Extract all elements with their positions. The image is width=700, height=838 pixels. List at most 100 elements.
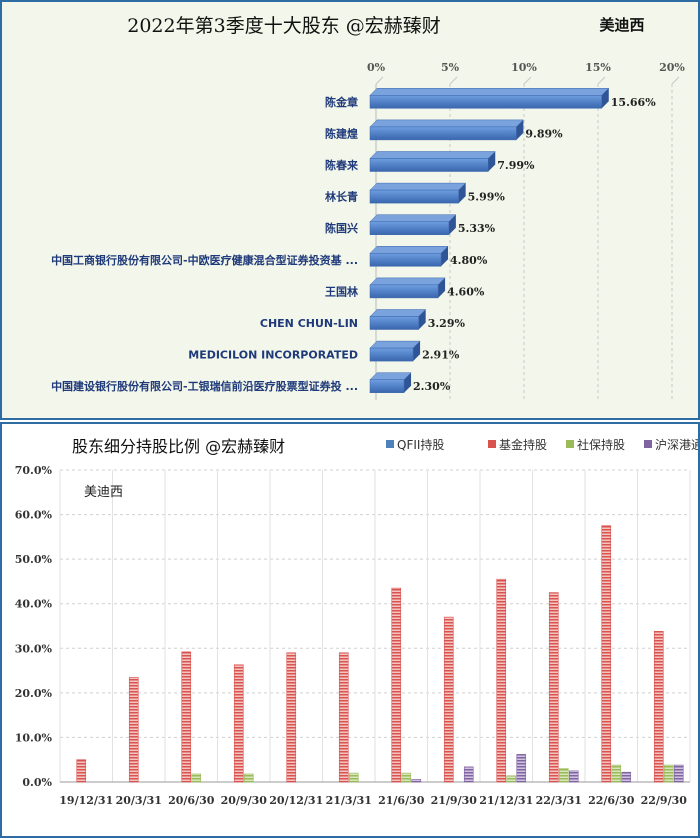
bottom-chart-panel: 股东细分持股比例 @宏赫臻财 QFII持股 基金持股 社保持股 沪深港通 0.0% 10…	[0, 422, 700, 838]
bottom-y-tick-label: 70.0%	[15, 464, 53, 477]
bottom-chart-title: 股东细分持股比例 @宏赫臻财	[72, 437, 285, 456]
bottom-bar-fund	[76, 759, 87, 783]
top-chart-corner-label: 美迪西	[599, 16, 644, 34]
top-gridline-top	[671, 76, 680, 85]
bottom-bar-fund	[181, 651, 192, 783]
top-bar-face-side	[516, 119, 524, 140]
top-bar-face-top	[369, 309, 427, 317]
legend-label-fund: 基金持股	[499, 437, 547, 452]
top-bar-face-top	[369, 119, 524, 128]
bottom-bar-social	[191, 773, 202, 783]
bottom-x-tick-label: 19/12/31	[59, 794, 113, 807]
bottom-x-tick-label: 20/12/31	[269, 794, 323, 807]
bottom-y-tick-label: 50.0%	[15, 553, 53, 566]
top-bar	[369, 284, 439, 299]
top-bar-face-top	[369, 246, 449, 254]
top-bar-category-label: 陈国兴	[325, 221, 358, 235]
bottom-x-tick-label: 21/9/30	[431, 794, 478, 807]
bottom-bar-fund	[128, 676, 139, 783]
bottom-bar-hk	[516, 754, 527, 783]
bottom-bar-hk	[621, 771, 632, 783]
legend-label-QFII: QFII持股	[397, 437, 444, 452]
top-bar-face-side	[601, 88, 609, 109]
top-bar-face-side	[413, 341, 421, 362]
bottom-bar-social	[558, 768, 569, 783]
top-gridline-top	[597, 76, 606, 85]
top-bar	[369, 347, 414, 362]
top-bar-face-top	[369, 214, 457, 222]
top-bar-face-side	[441, 246, 449, 267]
top-bar-category-label: 陈金章	[325, 95, 358, 109]
top-gridline-top	[523, 76, 532, 85]
top-bar	[369, 253, 442, 267]
top-bar-category-label: 王国林	[325, 284, 358, 298]
bottom-bar-hk	[568, 770, 579, 783]
bottom-bar-social	[348, 772, 359, 783]
top-bar-face-top	[369, 277, 446, 286]
top-x-tick-label: 0%	[367, 61, 386, 74]
top-bar-value-label: 2.91%	[422, 349, 460, 362]
bottom-x-tick-label: 21/6/30	[378, 794, 425, 807]
bottom-y-tick-label: 60.0%	[15, 509, 53, 522]
bottom-y-tick-label: 20.0%	[15, 687, 53, 700]
bottom-x-tick-label: 21/12/31	[479, 794, 533, 807]
bottom-bar-fund	[286, 652, 297, 783]
bottom-bar-fund	[443, 616, 454, 783]
bottom-x-tick-label: 20/9/30	[221, 794, 268, 807]
bottom-bar-fund	[391, 587, 402, 783]
bottom-bar-fund	[601, 525, 612, 783]
bottom-y-tick-label: 10.0%	[15, 731, 53, 744]
bottom-bar-social	[243, 773, 254, 783]
top-bar-value-label: 5.99%	[468, 191, 506, 204]
top-bar	[369, 189, 459, 204]
top-bar-category-label: 中国建设银行股份有限公司-工银瑞信前沿医疗股票型证券投 ...	[51, 379, 358, 393]
top-bar-face-side	[404, 372, 412, 393]
top-bar-category-label: 陈建煌	[325, 126, 358, 140]
top-bar-value-label: 7.99%	[497, 159, 535, 172]
top-gridline-top	[375, 76, 384, 85]
bottom-bar-social	[506, 775, 517, 783]
bottom-bar-fund	[338, 652, 349, 783]
top-bar-category-label: CHEN CHUN-LIN	[260, 317, 358, 330]
top-bar-value-label: 4.60%	[447, 285, 485, 298]
top-bar-face-top	[369, 88, 610, 96]
bottom-x-tick-label: 21/3/31	[326, 794, 372, 807]
top-chart-title: 2022年第3季度十大股东 @宏赫臻财	[127, 15, 440, 37]
top-bar	[369, 126, 517, 141]
bottom-y-tick-label: 30.0%	[15, 642, 53, 655]
bottom-x-tick-label: 20/6/30	[168, 794, 215, 807]
top-bar-category-label: MEDICILON INCORPORATED	[188, 349, 358, 362]
bottom-y-tick-label: 0.0%	[22, 776, 52, 789]
top-bar-value-label: 15.66%	[611, 96, 656, 109]
top-bar-face-top	[369, 151, 496, 159]
top-x-tick-label: 20%	[659, 61, 685, 74]
holding-ratio-chart: 股东细分持股比例 @宏赫臻财 QFII持股 基金持股 社保持股 沪深港通 0.0% 10…	[15, 437, 698, 807]
bottom-bar-social	[401, 772, 412, 783]
top-bar-value-label: 9.89%	[525, 127, 563, 140]
bottom-y-tick-label: 40.0%	[15, 598, 53, 611]
top-chart-panel: 2022年第3季度十大股东 @宏赫臻财 美迪西 0% 5% 10% 15% 20% 陈金…	[0, 0, 700, 420]
top-bar-face-top	[369, 372, 412, 380]
top-bar-face-side	[448, 214, 456, 235]
top-bar-category-label: 陈春来	[325, 158, 359, 172]
top-bar-value-label: 2.30%	[413, 380, 451, 393]
bottom-bar-hk	[463, 766, 474, 783]
bottom-bar-hk	[673, 764, 684, 783]
top-x-tick-label: 5%	[441, 61, 460, 74]
top-bar	[369, 95, 603, 109]
top-bar-face-side	[458, 183, 466, 204]
legend-swatch-hk	[644, 440, 652, 448]
bottom-bar-fund	[548, 592, 559, 783]
top-bar-value-label: 4.80%	[450, 254, 488, 267]
top-bar	[369, 221, 450, 235]
bottom-bar-social	[611, 764, 622, 783]
top-bar-face-top	[369, 340, 421, 349]
legend-swatch-QFII	[386, 440, 394, 448]
top-bar-category-label: 林长青	[325, 190, 358, 204]
bottom-bar-fund	[653, 631, 664, 783]
bottom-bar-fund	[496, 578, 507, 783]
top-bar	[369, 158, 489, 172]
bottom-chart-watermark: 美迪西	[84, 485, 123, 500]
top-x-tick-label: 15%	[585, 61, 611, 74]
top-x-tick-label: 10%	[511, 61, 537, 74]
